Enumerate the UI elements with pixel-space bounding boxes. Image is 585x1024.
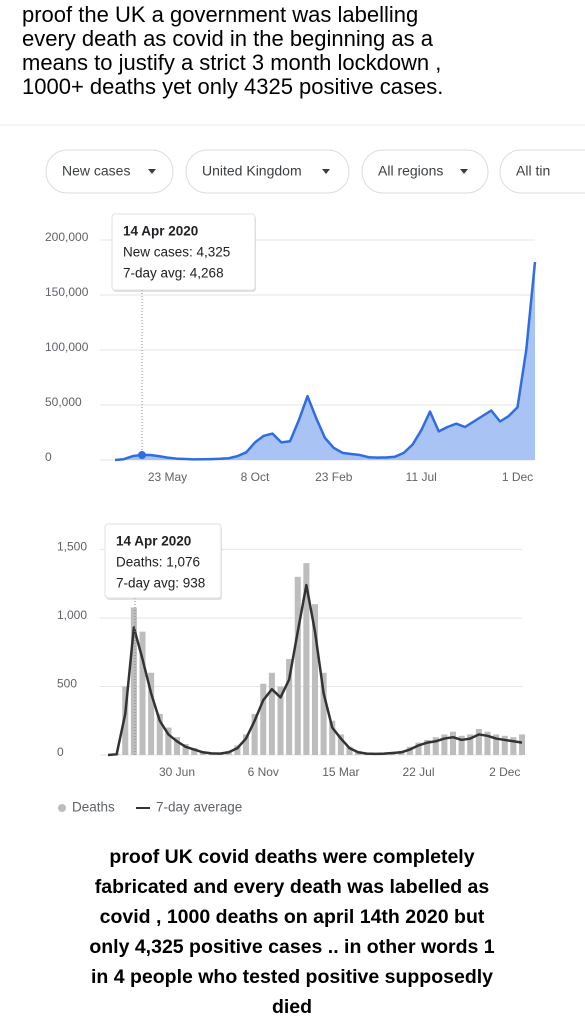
bar — [122, 686, 129, 755]
x-tick-label: 8 Oct — [241, 470, 270, 484]
tooltip-line: New cases: 4,325 — [123, 245, 230, 260]
x-tick-label: 6 Nov — [248, 765, 279, 779]
header: proof the UK a government was labelling … — [22, 2, 443, 99]
bar — [311, 604, 319, 755]
caret — [460, 169, 468, 174]
line — [114, 261, 537, 462]
filter-label[interactable]: All regions — [378, 163, 443, 179]
line — [107, 583, 523, 757]
bar — [191, 748, 198, 755]
header-line: means to justify a strict 3 month lockdo… — [22, 50, 441, 75]
header-line: every death as covid in the beginning as… — [22, 26, 434, 51]
bar — [501, 735, 508, 755]
tooltip-date: 14 Apr 2020 — [123, 224, 198, 239]
bar — [518, 734, 526, 755]
filter-pill[interactable] — [45, 149, 174, 194]
caption-line: fabricated and every death was labelled … — [95, 876, 490, 898]
x-tick-label: 30 Jun — [159, 765, 195, 779]
bar — [260, 683, 267, 755]
header-line: 1000+ deaths yet only 4325 positive case… — [22, 74, 443, 99]
bar — [242, 734, 250, 755]
filter-pill[interactable] — [185, 149, 350, 194]
bar — [294, 576, 301, 755]
bar — [449, 731, 457, 755]
bar — [484, 731, 491, 755]
area — [115, 262, 535, 460]
caption-line: covid , 1000 deaths on april 14th 2020 b… — [100, 906, 485, 928]
x-tick-label: 23 Feb — [315, 470, 353, 484]
x-tick-label: 23 May — [148, 470, 187, 484]
bar — [415, 742, 422, 755]
bar — [277, 686, 284, 755]
hover-dot — [138, 451, 146, 460]
y-tick-label: 500 — [57, 677, 77, 691]
bar — [156, 713, 163, 755]
bar — [346, 746, 353, 755]
bar — [493, 734, 500, 755]
filter-label[interactable]: All tin — [516, 163, 550, 179]
tooltip-line: Deaths: 1,076 — [116, 555, 200, 570]
bar — [303, 563, 310, 755]
bar — [251, 713, 258, 755]
x-tick-label: 11 Jul — [406, 470, 437, 484]
y-tick-label: 100,000 — [45, 340, 89, 354]
bar — [130, 607, 137, 755]
bar — [268, 672, 275, 755]
filter-label[interactable]: New cases — [62, 163, 130, 179]
filters: New cases United Kingdom All regions All… — [45, 149, 585, 194]
filter-pill[interactable] — [361, 149, 489, 194]
bar — [432, 737, 439, 755]
bar — [173, 737, 181, 755]
tooltip-date: 14 Apr 2020 — [116, 534, 191, 549]
y-tick-label: 0 — [57, 745, 64, 759]
filter-label[interactable]: United Kingdom — [202, 163, 302, 179]
y-tick-label: 200,000 — [45, 230, 89, 244]
y-tick-label: 0 — [45, 450, 52, 464]
x-tick-label: 22 Jul — [402, 765, 434, 779]
bar — [320, 672, 327, 755]
bar — [148, 672, 155, 755]
deaths-chart: 0 500 1,000 1,500 30 Jun 6 Nov 15 Mar 22 Jul 2 D… — [57, 523, 526, 815]
legend-label: Deaths — [72, 800, 115, 815]
header-line: proof the UK a government was labelling — [22, 2, 418, 27]
x-tick-label: 1 Dec — [502, 470, 533, 484]
tooltip-line: 7-day avg: 4,268 — [123, 266, 224, 281]
bar — [182, 744, 189, 755]
bar — [337, 734, 344, 755]
x-tick-label: 15 Mar — [322, 765, 359, 779]
tooltip — [111, 213, 256, 291]
tooltip — [104, 523, 222, 599]
y-tick-label: 50,000 — [45, 395, 82, 409]
x-tick-label: 2 Dec — [489, 765, 520, 779]
y-tick-label: 1,000 — [57, 608, 87, 622]
caption-line: only 4,325 positive cases .. in other wo… — [89, 936, 494, 958]
bar — [467, 734, 474, 755]
bar — [510, 737, 517, 755]
filter-pill[interactable] — [499, 149, 585, 194]
bar — [406, 746, 413, 755]
bar — [139, 631, 146, 755]
y-tick-label: 150,000 — [45, 285, 89, 299]
bar — [458, 735, 465, 755]
bar — [329, 720, 336, 755]
bar — [441, 734, 448, 755]
legend-swatch — [58, 804, 66, 812]
caret — [322, 169, 330, 174]
tooltip-line: 7-day avg: 938 — [116, 576, 205, 591]
legend-label: 7-day average — [156, 800, 242, 815]
bar — [165, 727, 172, 755]
caption: proof UK covid deaths were completely fa… — [89, 846, 494, 1018]
caption-line: proof UK covid deaths were completely — [109, 846, 474, 868]
bar — [424, 739, 431, 755]
caption-line: died — [272, 996, 312, 1018]
caption-line: in 4 people who tested positive supposed… — [91, 966, 493, 988]
bar — [475, 728, 482, 755]
bar — [234, 745, 241, 755]
caret — [148, 169, 156, 174]
y-tick-label: 1,500 — [57, 540, 87, 554]
bar — [286, 659, 293, 755]
cases-chart: 0 50,000 100,000 150,000 200,000 23 May 8 Oct 2… — [45, 213, 537, 484]
